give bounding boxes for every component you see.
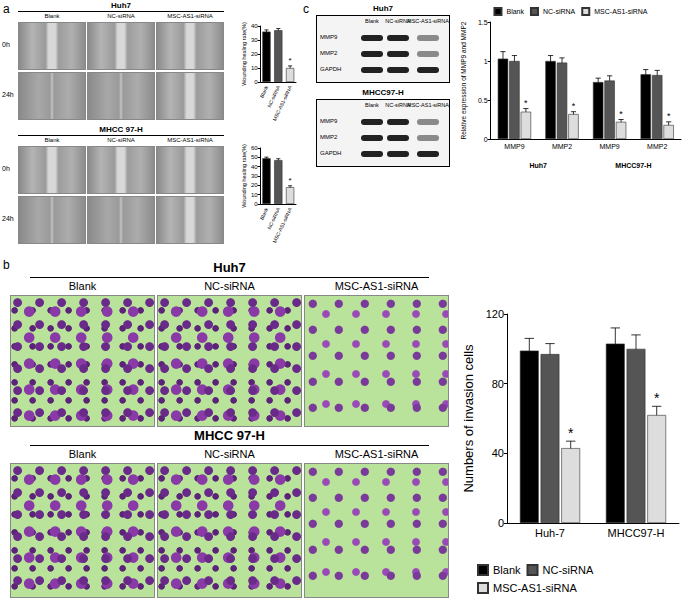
html-text:NC-siRNA: NC-siRNA [204, 280, 255, 292]
svg-text:MMP9: MMP9 [599, 143, 619, 150]
svg-text:*: * [572, 101, 576, 111]
html-text:GAPDH: GAPDH [320, 150, 342, 156]
svg-text:0: 0 [484, 136, 488, 143]
html-text:MHCC 97-H: MHCC 97-H [194, 428, 265, 443]
html-text:GAPDH: GAPDH [320, 66, 342, 72]
svg-text:*: * [654, 390, 660, 406]
svg-text:Blank: Blank [258, 84, 269, 98]
svg-text:NC-siRNA: NC-siRNA [265, 84, 281, 109]
html-text:a: a [3, 2, 10, 16]
html-text:Blank: Blank [365, 102, 379, 108]
svg-text:10: 10 [251, 65, 258, 71]
html-text:Huh7: Huh7 [213, 260, 246, 275]
svg-text:NC-siRNA: NC-siRNA [543, 564, 594, 576]
svg-text:40: 40 [251, 23, 258, 29]
svg-text:80: 80 [492, 378, 504, 390]
svg-text:MSC-AS1-siRNA: MSC-AS1-siRNA [493, 582, 577, 594]
svg-text:Blank: Blank [493, 564, 521, 576]
svg-text:0: 0 [254, 201, 258, 207]
svg-text:*: * [619, 109, 623, 119]
html-text:MMP2: MMP2 [320, 50, 338, 56]
html-text:Blank: Blank [68, 448, 97, 460]
svg-text:10: 10 [251, 192, 258, 198]
html-text:0h: 0h [2, 165, 10, 172]
svg-text:MHCC97-H: MHCC97-H [615, 162, 651, 169]
html-text:c: c [303, 2, 309, 16]
svg-text:50: 50 [251, 154, 258, 160]
svg-text:40: 40 [251, 164, 258, 170]
html-text:MSC-AS1-siRNA: MSC-AS1-siRNA [167, 137, 213, 143]
svg-text:30: 30 [251, 37, 258, 43]
html-text:MHCC97-H: MHCC97-H [362, 88, 404, 97]
svg-text:NC-siRNA: NC-siRNA [265, 206, 281, 231]
html-text:MSC-AS1-siRNA: MSC-AS1-siRNA [167, 13, 213, 19]
html-text:NC-siRNA: NC-siRNA [385, 102, 411, 108]
html-text:MMP9: MMP9 [320, 118, 338, 124]
html-text:MMP9: MMP9 [320, 34, 338, 40]
svg-text:Blank: Blank [258, 206, 269, 220]
svg-text:40: 40 [492, 447, 504, 459]
html-text:MSC-AS1-siRNA: MSC-AS1-siRNA [407, 102, 449, 108]
svg-text:0.5: 0.5 [478, 97, 488, 104]
html-text:NC-siRNA: NC-siRNA [107, 13, 135, 19]
svg-text:MHCC97-H: MHCC97-H [608, 527, 665, 539]
svg-text:MMP9: MMP9 [504, 143, 524, 150]
html-text:MSC-AS1-siRNA: MSC-AS1-siRNA [334, 280, 419, 292]
svg-text:0: 0 [498, 517, 504, 529]
html-text:MMP2: MMP2 [320, 134, 338, 140]
svg-text:0: 0 [254, 79, 258, 85]
svg-text:Numbers of invasion cells: Numbers of invasion cells [461, 344, 476, 493]
svg-text:20: 20 [251, 182, 258, 188]
svg-text:*: * [289, 56, 292, 65]
svg-text:120: 120 [486, 308, 504, 320]
html-text:0h: 0h [2, 41, 10, 48]
svg-text:30: 30 [251, 173, 258, 179]
svg-text:Wounding healing rate(%): Wounding healing rate(%) [241, 144, 247, 208]
svg-text:1: 1 [484, 58, 488, 65]
html-text:MSC-AS1-siRNA: MSC-AS1-siRNA [334, 448, 419, 460]
svg-text:MSC-AS1-siRNA: MSC-AS1-siRNA [271, 206, 293, 244]
svg-text:NC-siRNA: NC-siRNA [543, 8, 576, 15]
svg-text:Blank: Blank [506, 8, 524, 15]
svg-text:Huh7: Huh7 [529, 162, 547, 169]
html-text:b: b [3, 258, 10, 272]
html-text:Blank: Blank [44, 13, 60, 19]
svg-text:*: * [289, 176, 292, 185]
html-text:NC-siRNA: NC-siRNA [385, 18, 411, 24]
svg-text:20: 20 [251, 51, 258, 57]
html-text:Blank: Blank [68, 280, 97, 292]
html-text:Huh7: Huh7 [111, 1, 131, 10]
html-text:NC-siRNA: NC-siRNA [107, 137, 135, 143]
svg-text:MSC-AS1-siRNA: MSC-AS1-siRNA [594, 8, 648, 15]
svg-text:60: 60 [251, 145, 258, 151]
html-text:Blank: Blank [44, 137, 60, 143]
svg-text:Relative expression of MMP9 an: Relative expression of MMP9 and MMP2 [460, 21, 468, 139]
html-text:NC-siRNA: NC-siRNA [204, 448, 255, 460]
svg-text:MSC-AS1-siRNA: MSC-AS1-siRNA [271, 84, 293, 122]
svg-text:Huh-7: Huh-7 [535, 527, 565, 539]
html-text:MSC-AS1-siRNA: MSC-AS1-siRNA [407, 18, 449, 24]
svg-text:Wounding healing rate(%): Wounding healing rate(%) [241, 22, 247, 86]
html-text:Blank: Blank [365, 18, 379, 24]
html-text:24h: 24h [2, 215, 14, 222]
svg-text:MMP2: MMP2 [647, 143, 667, 150]
svg-text:*: * [667, 111, 671, 121]
svg-text:*: * [524, 98, 528, 108]
svg-text:1.5: 1.5 [478, 19, 488, 26]
html-text:Huh7: Huh7 [373, 4, 393, 13]
svg-text:*: * [568, 425, 574, 441]
html-text:MHCC 97-H: MHCC 97-H [99, 125, 143, 134]
svg-text:MMP2: MMP2 [552, 143, 572, 150]
html-text:24h: 24h [2, 91, 14, 98]
